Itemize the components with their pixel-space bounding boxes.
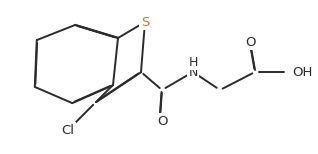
Text: O: O (245, 36, 255, 49)
Text: H: H (188, 55, 198, 69)
Text: S: S (141, 16, 149, 28)
Text: Cl: Cl (61, 124, 74, 136)
Text: OH: OH (292, 65, 312, 79)
Text: O: O (157, 115, 167, 128)
Text: N: N (188, 65, 198, 79)
